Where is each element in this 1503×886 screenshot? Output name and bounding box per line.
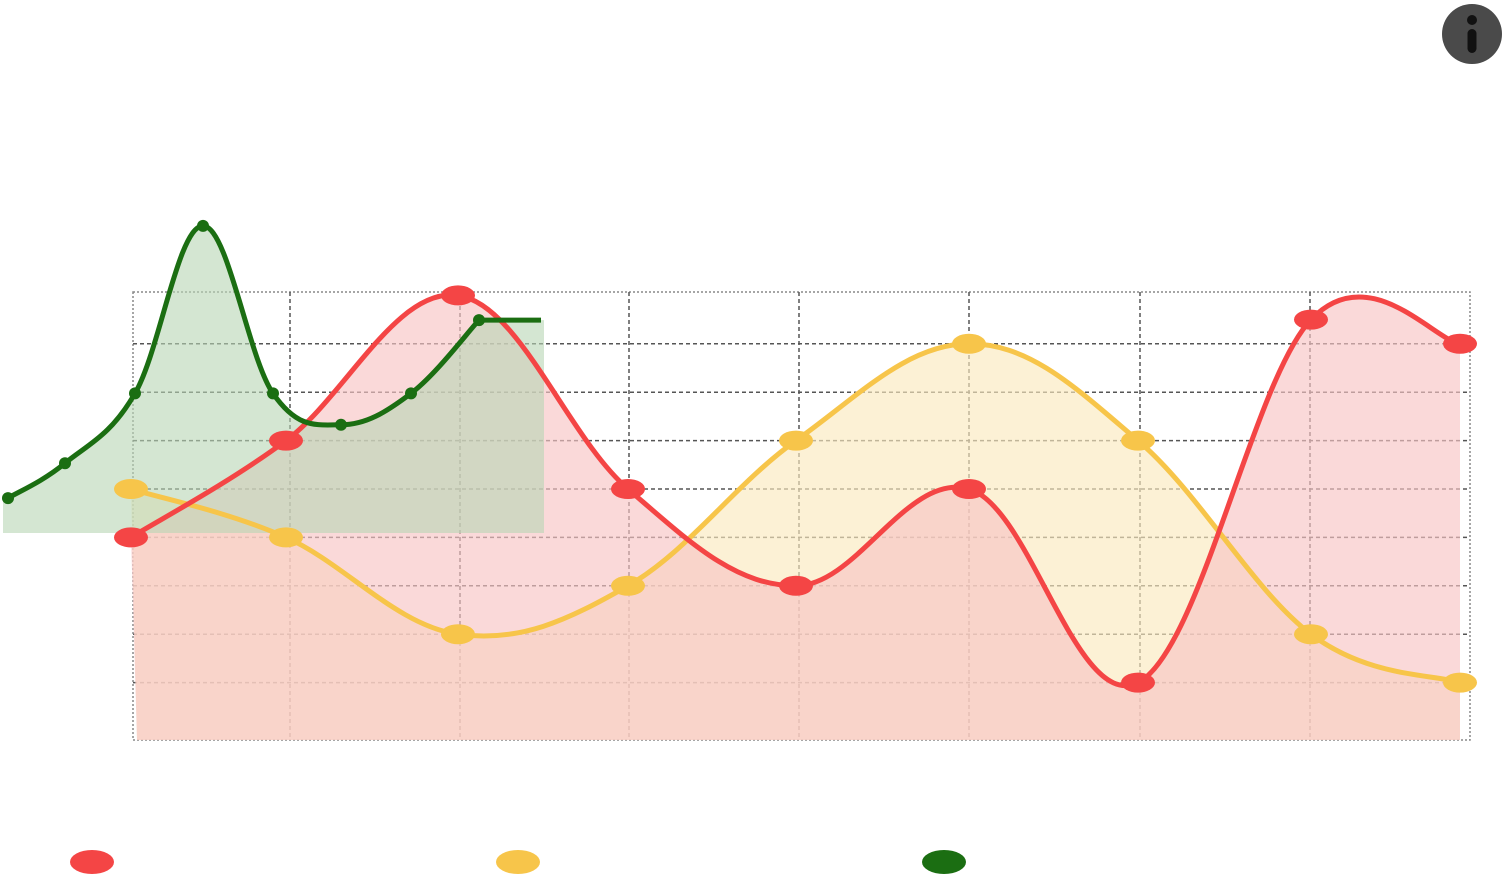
point-yellow[interactable]	[114, 479, 148, 499]
point-yellow[interactable]	[611, 575, 645, 596]
series-points	[2, 219, 1477, 693]
point-yellow[interactable]	[779, 430, 813, 451]
area-green	[3, 225, 544, 533]
point-green[interactable]	[197, 219, 209, 232]
point-red[interactable]	[779, 575, 813, 596]
info-icon	[1442, 4, 1502, 64]
line-green	[6, 223, 541, 501]
point-green[interactable]	[473, 314, 485, 327]
point-red[interactable]	[952, 479, 986, 499]
point-yellow[interactable]	[1121, 430, 1155, 451]
legend	[0, 840, 1503, 886]
point-green[interactable]	[267, 387, 279, 400]
point-red[interactable]	[1443, 333, 1477, 354]
info-button[interactable]	[1442, 4, 1502, 64]
line-red	[129, 292, 1461, 688]
legend-swatch-red	[70, 850, 114, 874]
point-yellow[interactable]	[269, 527, 303, 548]
point-red[interactable]	[611, 479, 645, 499]
point-green[interactable]	[335, 418, 347, 431]
point-red[interactable]	[1294, 309, 1328, 330]
point-yellow[interactable]	[1294, 624, 1328, 645]
point-yellow[interactable]	[952, 333, 986, 354]
point-red[interactable]	[114, 527, 148, 548]
legend-swatch-yellow	[496, 850, 540, 874]
point-red[interactable]	[441, 285, 475, 306]
point-green[interactable]	[59, 457, 71, 470]
point-yellow[interactable]	[1443, 672, 1477, 693]
legend-swatch-green	[922, 850, 966, 874]
point-red[interactable]	[1121, 672, 1155, 693]
point-green[interactable]	[129, 387, 141, 400]
point-yellow[interactable]	[441, 624, 475, 645]
point-green[interactable]	[405, 387, 417, 400]
point-green[interactable]	[2, 492, 14, 505]
point-red[interactable]	[269, 430, 303, 451]
